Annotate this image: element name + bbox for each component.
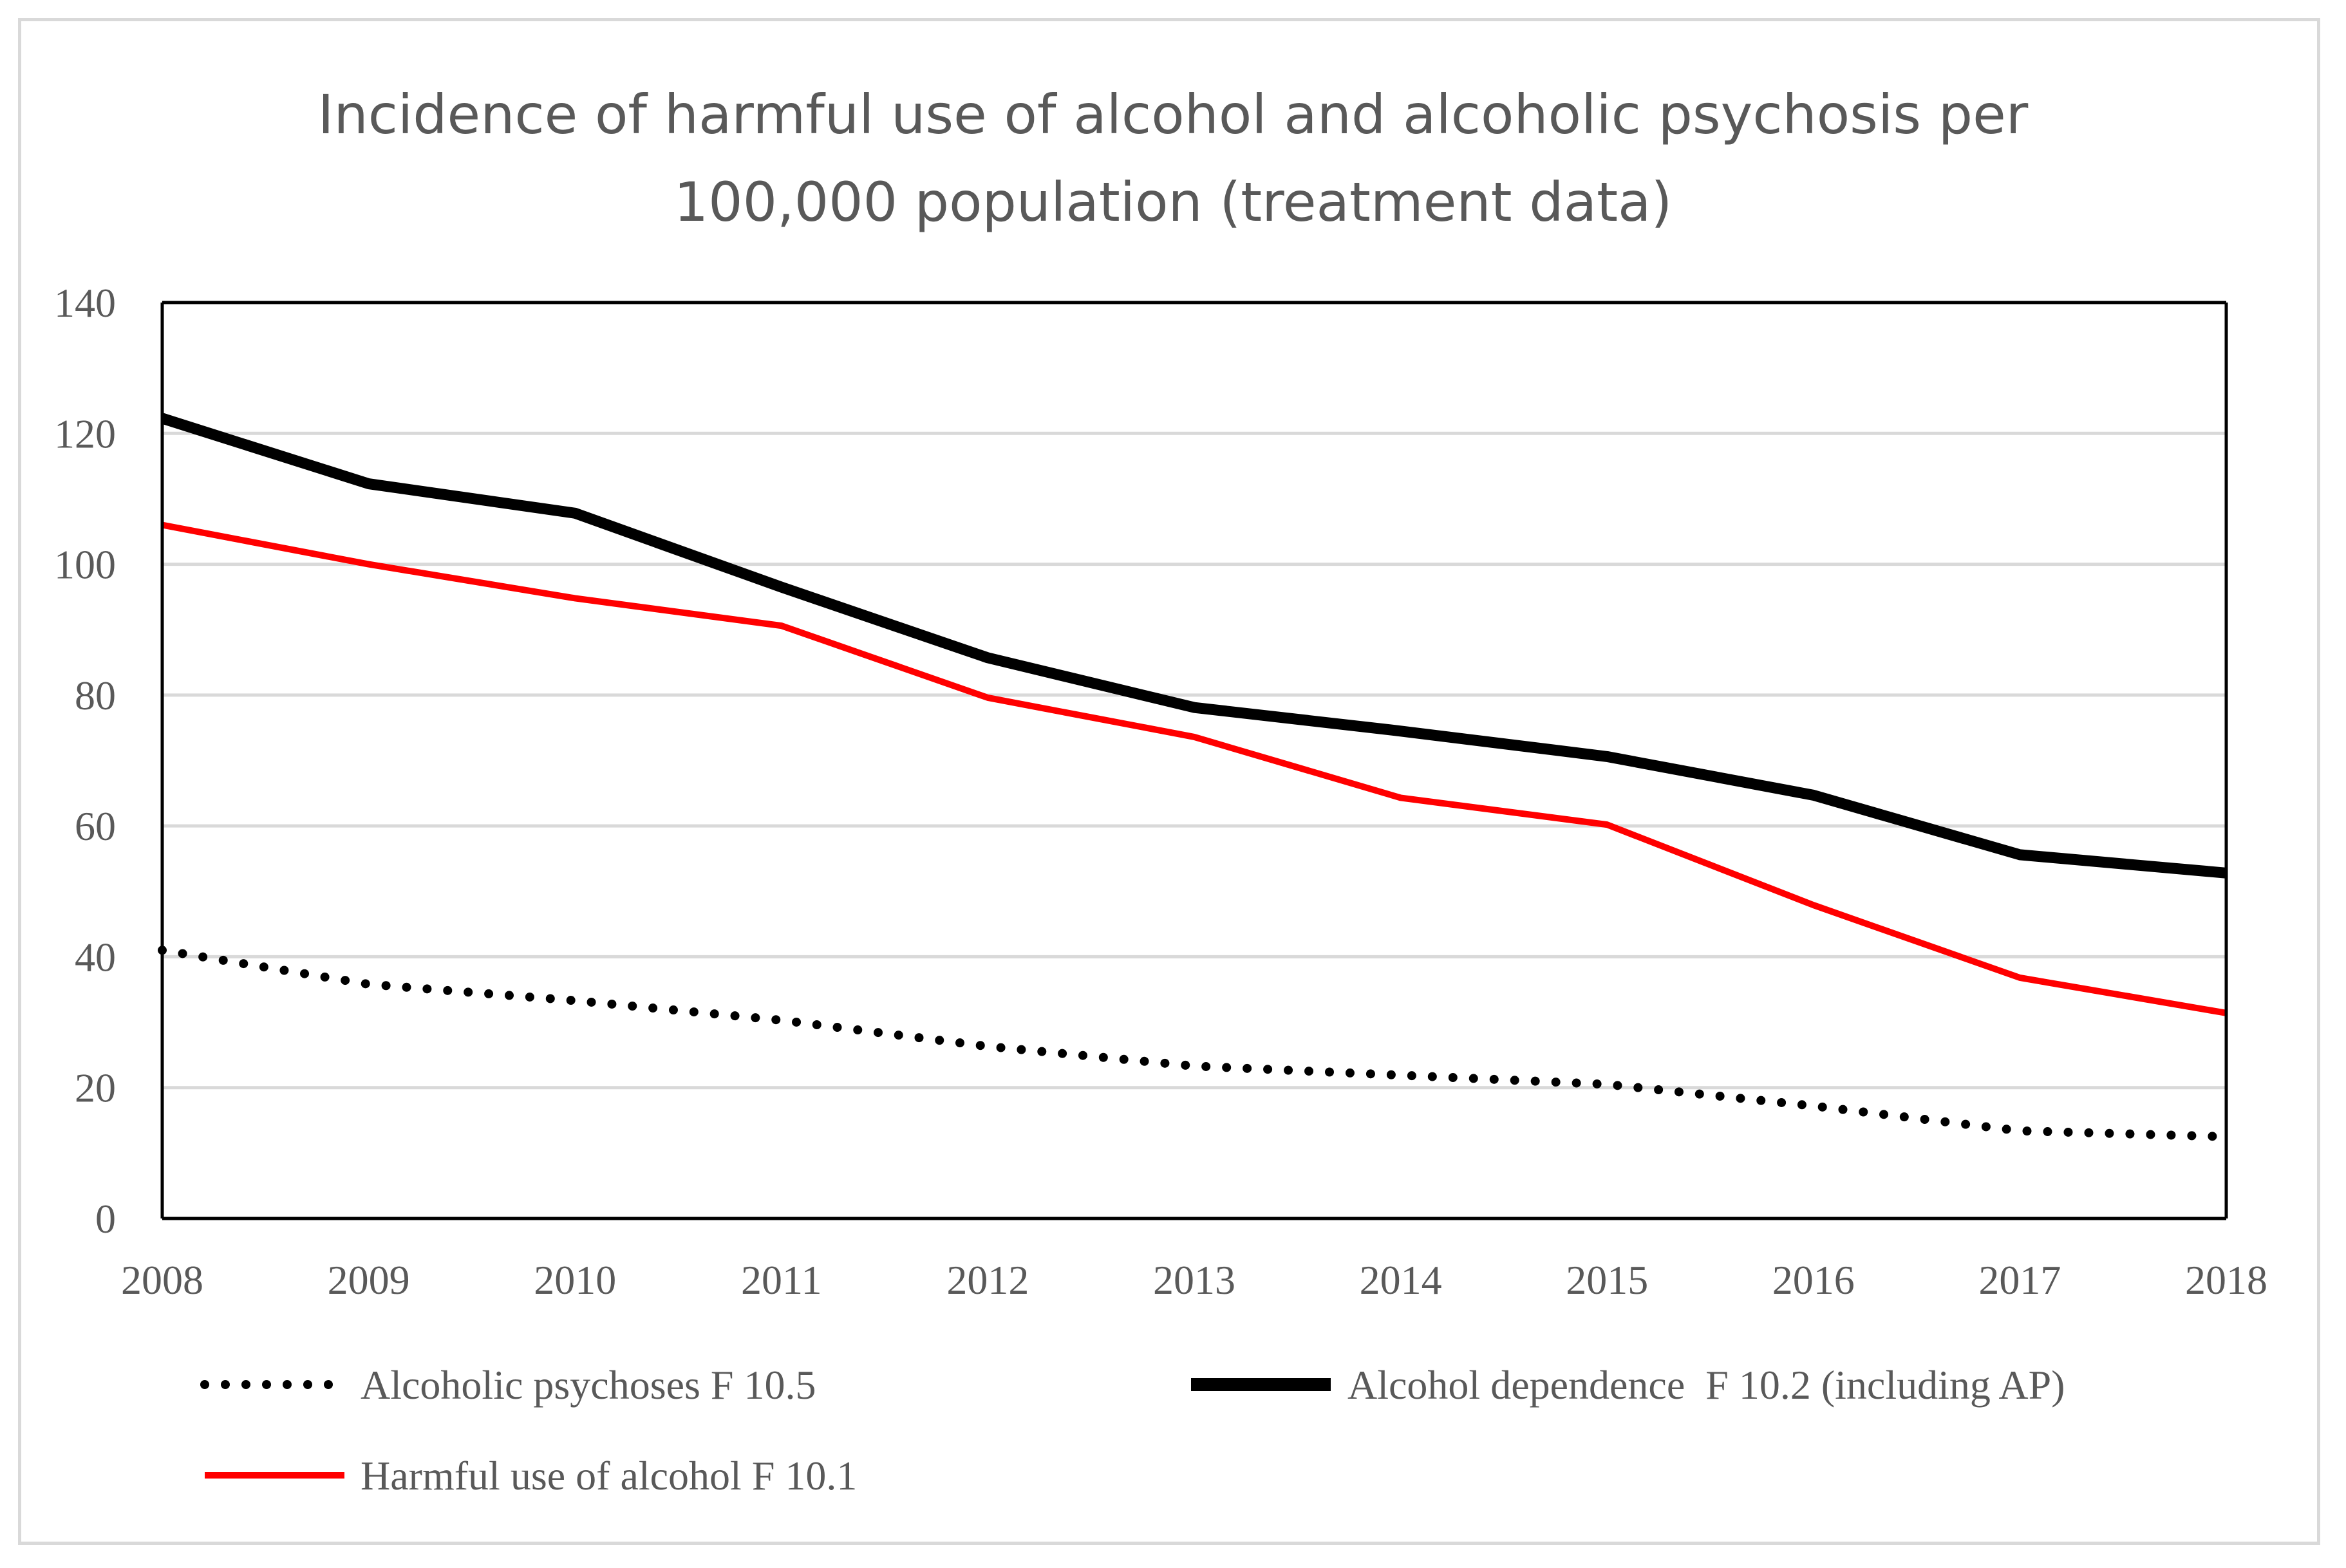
y-tick-label-40: 40: [75, 934, 116, 980]
x-tick-label-2017: 2017: [1978, 1257, 2061, 1303]
series-lines: [158, 413, 2231, 1141]
x-tick-label-2009: 2009: [328, 1257, 410, 1303]
data-point-alcoholic-psychoses-f-10-5-2016: [1813, 1105, 1814, 1106]
y-axis-tick-labels: 0 20 40 60 80 100 120 140: [54, 280, 116, 1242]
chart-title-line-2: 100,000 population (treatment data): [673, 171, 1673, 234]
data-point-alcoholic-psychoses-f-10-5-2012: [987, 1046, 988, 1047]
y-tick-label-100: 100: [54, 542, 116, 588]
x-tick-label-2014: 2014: [1360, 1257, 1442, 1303]
legend-label-alcohol-dependence-f-10-2-including-ap: Alcohol dependence F 10.2 (including AP): [1347, 1362, 2065, 1408]
x-tick-label-2015: 2015: [1566, 1257, 1648, 1303]
y-tick-label-120: 120: [54, 411, 116, 456]
x-tick-label-2012: 2012: [946, 1257, 1029, 1303]
x-tick-label-2010: 2010: [534, 1257, 616, 1303]
chart-frame: [18, 18, 2320, 1545]
legend: Alcoholic psychoses F 10.5 Alcohol depend…: [200, 1362, 2065, 1498]
data-point-alcoholic-psychoses-f-10-5-2011: [781, 1020, 782, 1021]
x-axis-tick-labels: 2008 2009 2010 2011 2012 2013 2014 2015 2016 2017…: [121, 1257, 2267, 1303]
y-tick-label-80: 80: [75, 673, 116, 718]
x-tick-label-2013: 2013: [1153, 1257, 1235, 1303]
data-point-alcoholic-psychoses-f-10-5-2013: [1194, 1065, 1195, 1067]
x-tick-label-2016: 2016: [1772, 1257, 1855, 1303]
data-point-alcoholic-psychoses-f-10-5-2015: [1606, 1084, 1608, 1085]
series-line-alcoholic-psychoses-f-10-5: [158, 946, 2231, 1141]
y-tick-label-0: 0: [95, 1196, 116, 1242]
chart-title: Incidence of harmful use of alcohol and …: [0, 71, 2346, 246]
series-line-alcohol-dependence-f-10-2-including-ap: [160, 413, 2227, 879]
axes: [160, 301, 2228, 1220]
chart-title-line-1: Incidence of harmful use of alcohol and …: [317, 83, 2029, 146]
legend-label-harmful-use-of-alcohol-f-10-1: Harmful use of alcohol F 10.1: [361, 1453, 857, 1498]
series-line-harmful-use-of-alcohol-f-10-1: [162, 521, 2227, 1016]
x-tick-label-2008: 2008: [121, 1257, 203, 1303]
x-tick-label-2018: 2018: [2185, 1257, 2267, 1303]
x-tick-label-2011: 2011: [741, 1257, 822, 1303]
y-tick-label-140: 140: [54, 280, 116, 326]
data-point-alcoholic-psychoses-f-10-5-2017: [2019, 1130, 2020, 1132]
y-tick-label-60: 60: [75, 803, 116, 849]
gridlines: [162, 301, 2226, 1090]
data-point-alcoholic-psychoses-f-10-5-2014: [1400, 1074, 1402, 1076]
y-tick-label-20: 20: [75, 1065, 116, 1111]
legend-label-alcoholic-psychoses-f-10-5: Alcoholic psychoses F 10.5: [361, 1362, 816, 1408]
